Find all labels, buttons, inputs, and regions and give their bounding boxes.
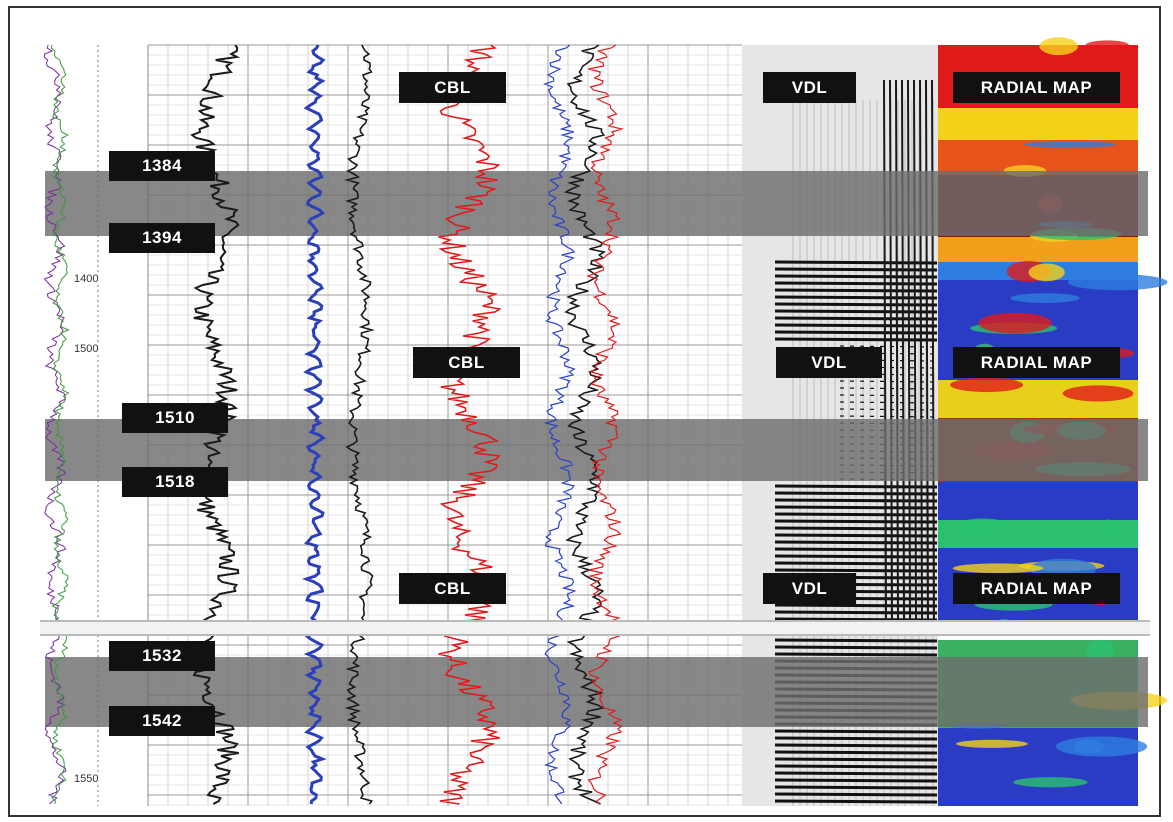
vdl-wave-trace <box>774 274 938 279</box>
scale-depth-1550: 1550 <box>73 773 100 785</box>
vdl-wave-trace <box>774 792 938 797</box>
radial-map-block <box>938 237 1138 262</box>
scale-depth-1500: 1500 <box>73 343 100 355</box>
vdl-wave-trace <box>774 603 938 608</box>
vdl-wave-trace <box>774 288 938 293</box>
radial-map-anomaly <box>950 377 1024 393</box>
left-track-green-curve <box>50 44 70 805</box>
amplitude-blue-curve <box>543 44 577 805</box>
vdl-early-arrival <box>907 79 911 621</box>
splice-bar <box>40 620 1150 636</box>
radial-map-anomaly <box>1085 640 1115 660</box>
vdl-wave-trace <box>774 533 938 538</box>
vdl-early-arrival <box>895 79 899 621</box>
cbl-label-middle: CBL <box>413 347 520 378</box>
travel-time-curve <box>344 44 375 805</box>
vdl-wave-trace <box>774 302 938 307</box>
depth-marker-1532: 1532 <box>109 641 215 671</box>
radial-map-anomaly <box>978 312 1052 334</box>
left-track-purple-curve <box>43 44 67 805</box>
amplitude-red-curve <box>586 44 625 805</box>
vdl-wave-trace <box>774 295 938 300</box>
vdl-wave-trace <box>774 652 938 657</box>
cbl-amplitude-curve <box>438 44 502 805</box>
vdl-wave-trace <box>774 561 938 566</box>
vdl-wave-trace <box>774 260 938 265</box>
depth-marker-1394: 1394 <box>109 223 215 253</box>
radial-map-label-top: RADIAL MAP <box>953 72 1120 103</box>
vdl-wave-trace <box>774 267 938 272</box>
vdl-early-arrival <box>889 79 893 621</box>
vdl-label-middle: VDL <box>776 347 882 378</box>
cbl-label-bottom: CBL <box>399 573 506 604</box>
splice-separator <box>40 620 1150 636</box>
vdl-wave-trace <box>774 750 938 755</box>
vdl-wave-trace <box>774 568 938 573</box>
radial-map-anomaly <box>1013 777 1088 788</box>
radial-map-anomaly <box>1096 519 1119 540</box>
vdl-wave-trace <box>774 771 938 776</box>
radial-map-anomaly <box>956 739 1028 748</box>
vdl-wave-trace <box>774 526 938 531</box>
radial-map-label-middle: RADIAL MAP <box>953 347 1120 378</box>
depth-marker-1518: 1518 <box>122 467 228 497</box>
scale-depth-1400: 1400 <box>73 273 100 285</box>
radial-map-anomaly <box>952 563 1044 574</box>
radial-map-anomaly <box>1085 40 1129 50</box>
vdl-wave-trace <box>774 743 938 748</box>
vdl-wave-trace <box>774 617 938 622</box>
radial-map-anomaly <box>1024 141 1116 148</box>
vdl-wave-trace <box>774 505 938 510</box>
vdl-wave-trace <box>774 778 938 783</box>
vdl-wave-trace <box>774 764 938 769</box>
vdl-label-bottom: VDL <box>763 573 856 604</box>
vdl-early-arrival <box>919 79 923 621</box>
depth-marker-1384: 1384 <box>109 151 215 181</box>
radial-map-anomaly <box>1067 274 1168 291</box>
depth-marker-1542: 1542 <box>109 706 215 736</box>
depth-marker-1510: 1510 <box>122 403 228 433</box>
vdl-wave-trace <box>774 281 938 286</box>
radial-map-anomaly <box>954 518 1012 534</box>
vdl-wave-trace <box>774 547 938 552</box>
vdl-label-top: VDL <box>763 72 856 103</box>
vdl-wave-trace <box>774 799 938 804</box>
vdl-early-arrival <box>925 79 929 621</box>
vdl-wave-trace <box>774 554 938 559</box>
radial-map-label-bottom: RADIAL MAP <box>953 573 1120 604</box>
vdl-wave-trace <box>774 512 938 517</box>
radial-map-anomaly <box>1028 263 1065 282</box>
radial-map-anomaly <box>1055 736 1148 757</box>
vdl-wave-trace <box>774 316 938 321</box>
vdl-wave-trace <box>774 540 938 545</box>
noise-curve <box>301 44 327 805</box>
vdl-early-arrival <box>883 79 887 621</box>
radial-map-anomaly <box>1010 293 1080 303</box>
radial-map-block <box>938 108 1138 140</box>
vdl-wave-trace <box>774 610 938 615</box>
radial-map-block <box>938 482 1138 520</box>
vdl-wave-trace <box>774 498 938 503</box>
vdl-wave-trace <box>774 785 938 790</box>
vdl-wave-trace <box>774 484 938 489</box>
vdl-early-arrival <box>931 79 935 621</box>
vdl-wave-trace <box>774 645 938 650</box>
vdl-wave-trace <box>774 757 938 762</box>
vdl-early-arrival <box>901 79 905 621</box>
vdl-wave-trace <box>774 638 938 643</box>
vdl-wave-trace <box>774 736 938 741</box>
vdl-wave-trace <box>774 729 938 734</box>
vdl-wave-trace <box>774 491 938 496</box>
vdl-early-arrival <box>913 79 917 621</box>
radial-map-anomaly <box>1062 385 1134 402</box>
vdl-wave-trace <box>774 309 938 314</box>
vdl-wave-trace <box>774 323 938 328</box>
amplitude-black-curve <box>563 44 607 805</box>
radial-map-anomaly <box>1039 37 1078 56</box>
vdl-wave-trace <box>774 337 938 342</box>
vdl-wave-trace <box>774 519 938 524</box>
cbl-label-top: CBL <box>399 72 506 103</box>
vdl-wave-trace <box>774 330 938 335</box>
